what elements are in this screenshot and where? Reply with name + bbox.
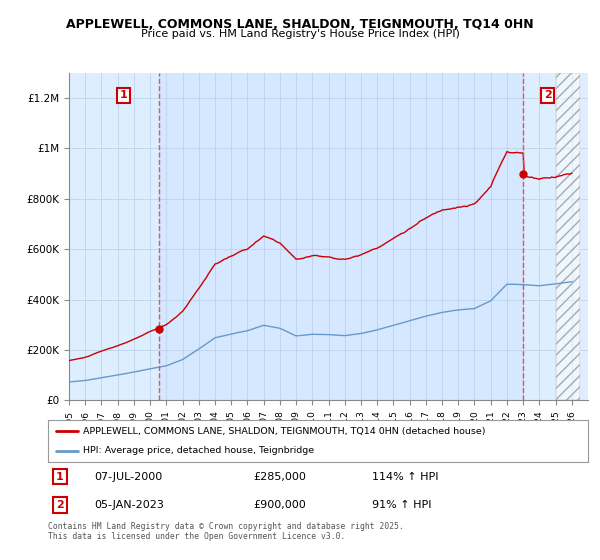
Text: 2: 2: [56, 500, 64, 510]
Text: Contains HM Land Registry data © Crown copyright and database right 2025.
This d: Contains HM Land Registry data © Crown c…: [48, 522, 404, 542]
Text: APPLEWELL, COMMONS LANE, SHALDON, TEIGNMOUTH, TQ14 0HN (detached house): APPLEWELL, COMMONS LANE, SHALDON, TEIGNM…: [83, 427, 485, 436]
Text: £900,000: £900,000: [253, 500, 306, 510]
Text: 114% ↑ HPI: 114% ↑ HPI: [372, 472, 439, 482]
Text: 05-JAN-2023: 05-JAN-2023: [94, 500, 164, 510]
Bar: [159, 73, 523, 400]
Text: 1: 1: [119, 91, 127, 100]
Text: HPI: Average price, detached house, Teignbridge: HPI: Average price, detached house, Teig…: [83, 446, 314, 455]
Text: Price paid vs. HM Land Registry's House Price Index (HPI): Price paid vs. HM Land Registry's House …: [140, 29, 460, 39]
Text: £285,000: £285,000: [253, 472, 306, 482]
Text: 07-JUL-2000: 07-JUL-2000: [94, 472, 162, 482]
Text: 2: 2: [544, 91, 551, 100]
Text: APPLEWELL, COMMONS LANE, SHALDON, TEIGNMOUTH, TQ14 0HN: APPLEWELL, COMMONS LANE, SHALDON, TEIGNM…: [66, 18, 534, 31]
Text: 1: 1: [56, 472, 64, 482]
Text: 91% ↑ HPI: 91% ↑ HPI: [372, 500, 431, 510]
